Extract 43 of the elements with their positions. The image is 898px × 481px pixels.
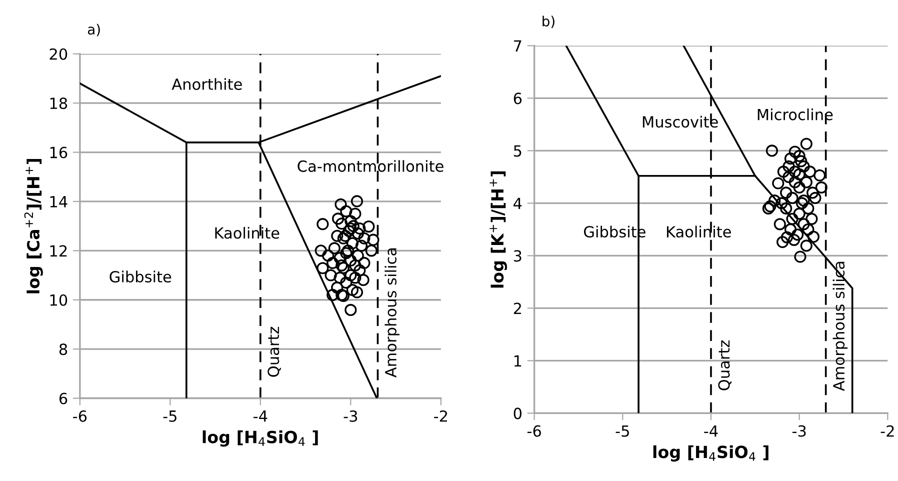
y-tick-label: 18: [50, 98, 68, 110]
y-tick-label: 8: [59, 344, 68, 356]
annotation: Kaolinite: [666, 226, 731, 238]
ref-line-label: Quartz: [718, 340, 732, 390]
x-axis-title: log [H$_{4}$SiO$_{4}$ ]: [653, 445, 768, 462]
annotation: Ca-montmorillonite: [298, 160, 444, 172]
annotation: Muscovite: [642, 116, 718, 128]
x-tick-label: -3: [344, 410, 358, 422]
x-tick-label: -6: [73, 410, 87, 422]
chart-title: a): [88, 24, 100, 36]
y-tick-label: 10: [50, 294, 68, 306]
y-tick-label: 0: [514, 408, 522, 420]
x-tick-label: -4: [254, 410, 268, 422]
y-tick-label: 6: [514, 92, 522, 104]
y-tick-label: 1: [514, 355, 522, 366]
annotation: Anorthite: [172, 78, 242, 90]
y-tick-label: 20: [50, 48, 68, 60]
y-tick-label: 14: [50, 196, 68, 208]
y-tick-label: 6: [59, 392, 68, 404]
annotation: Kaolinite: [215, 226, 280, 239]
x-tick-label: -2: [434, 410, 448, 422]
y-axis-title: log [K$^{+}$]/[H$^{+}$]: [490, 171, 508, 288]
y-tick-label: 3: [514, 250, 522, 262]
ref-line-label: Amorphous silica: [384, 248, 400, 378]
ref-line-label: Quartz: [268, 326, 281, 377]
x-tick-label: -6: [527, 425, 541, 437]
chart-title: b): [542, 16, 554, 28]
x-tick-label: -5: [616, 425, 629, 437]
x-tick-label: -3: [792, 425, 806, 437]
y-tick-label: 16: [50, 146, 68, 158]
y-axis-title: log [Ca$^{+2}$]/[H$^{+}$]: [24, 159, 43, 294]
y-tick-label: 5: [514, 145, 522, 157]
x-tick-label: -4: [704, 425, 718, 437]
y-tick-label: 12: [50, 245, 67, 256]
ref-line-label: Amorphous silica: [832, 262, 848, 392]
annotation: Microcline: [758, 108, 833, 120]
y-tick-label: 4: [514, 198, 522, 209]
x-tick-label: -2: [880, 425, 894, 437]
y-tick-label: 2: [514, 302, 521, 314]
annotation: Gibbsite: [110, 270, 172, 283]
y-tick-label: 7: [514, 40, 522, 52]
x-axis-title: log [H$_{4}$SiO$_{4}$ ]: [202, 430, 318, 447]
x-tick-label: -5: [163, 410, 176, 422]
